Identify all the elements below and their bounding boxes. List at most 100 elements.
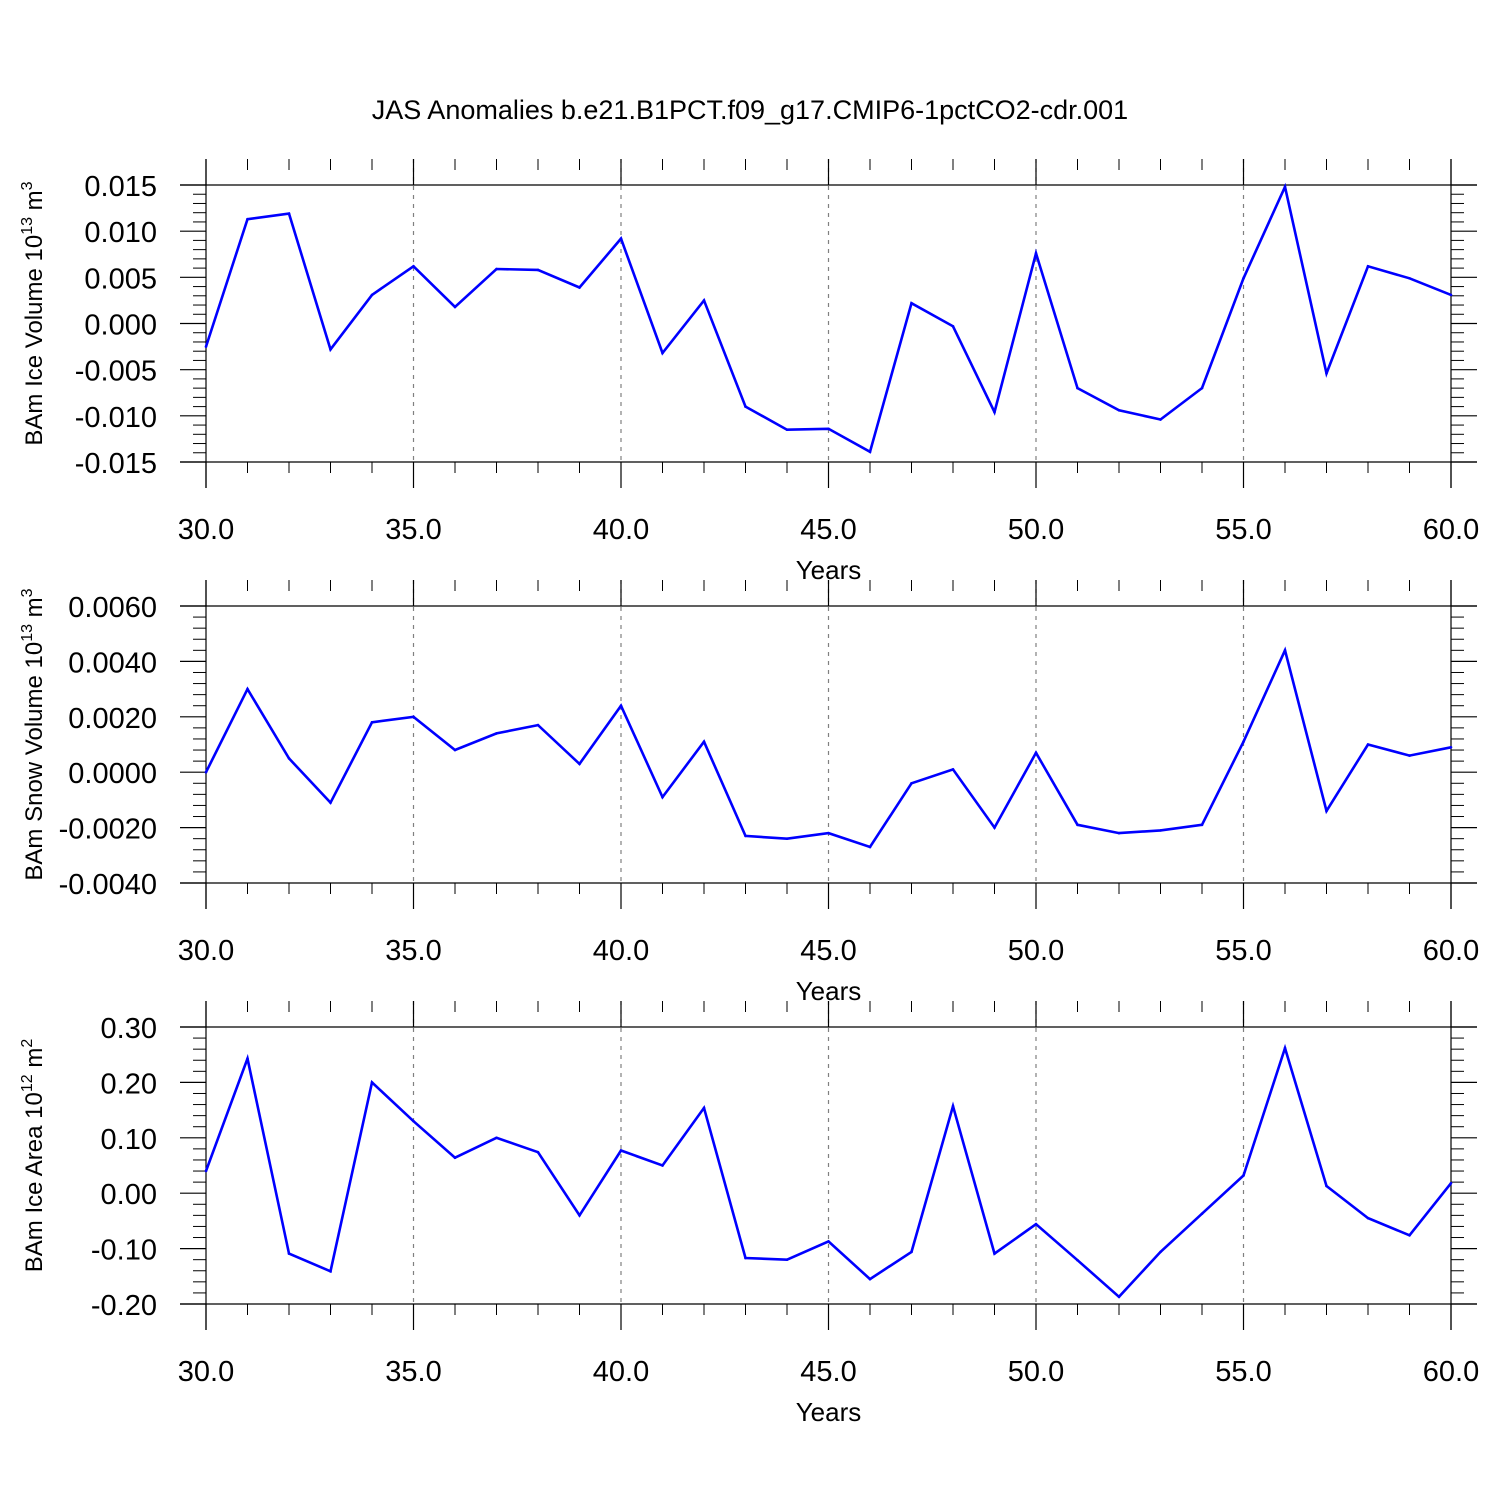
data-point [1325, 809, 1328, 813]
y-tick-label: -0.10 [91, 1235, 157, 1267]
y-axis-label: BAm Ice Area 1012 m2 [19, 1039, 48, 1273]
x-tick-label: 60.0 [1423, 935, 1479, 967]
x-tick-label: 50.0 [1008, 514, 1064, 546]
data-point [287, 212, 291, 215]
data-point [827, 1240, 830, 1243]
data-point [1159, 829, 1162, 832]
data-point [1408, 276, 1411, 280]
data-point [578, 1214, 581, 1217]
y-tick-label: 0.015 [84, 171, 157, 203]
data-point [453, 1156, 457, 1160]
data-point [910, 301, 913, 305]
y-tick-label: 0.010 [84, 217, 157, 249]
data-point [1117, 1295, 1121, 1299]
data-point [1283, 1046, 1287, 1050]
data-point [1200, 1212, 1204, 1215]
chart-panel-1: 30.0 35.0 40.0 45.0 50.0 55.0 60.0Years-0.015-… [19, 159, 1479, 585]
data-point [1449, 293, 1453, 297]
y-tick-label: 0.0000 [68, 758, 157, 790]
data-point [661, 795, 664, 799]
data-point [868, 1277, 872, 1281]
data-point [827, 427, 830, 431]
data-point [1366, 1216, 1370, 1220]
data-point [1159, 1250, 1162, 1254]
data-point [578, 286, 581, 289]
data-point [1076, 823, 1079, 827]
y-axis-label: BAm Ice Volume 1013 m3 [19, 181, 48, 445]
data-point [868, 450, 872, 454]
y-tick-label: 0.30 [101, 1013, 157, 1045]
data-point [578, 762, 581, 766]
data-point [453, 305, 457, 309]
x-tick-label: 55.0 [1215, 1356, 1271, 1388]
data-point [495, 732, 498, 735]
data-point [993, 410, 996, 414]
data-point [951, 768, 955, 771]
data-point [910, 781, 913, 785]
data-point [619, 1149, 623, 1152]
data-point [868, 845, 872, 849]
data-point [744, 834, 747, 838]
data-point [246, 217, 249, 221]
data-point [1117, 831, 1121, 835]
data-point [702, 740, 706, 744]
data-point [1325, 372, 1328, 375]
x-tick-label: 30.0 [178, 514, 234, 546]
data-point [1449, 745, 1453, 749]
x-tick-label: 55.0 [1215, 935, 1271, 967]
data-point [1200, 823, 1204, 827]
data-point [412, 715, 415, 719]
data-point [661, 351, 664, 355]
data-point [619, 237, 623, 240]
x-axis-label: Years [796, 1397, 862, 1427]
data-point [951, 1104, 955, 1108]
x-tick-label: 45.0 [800, 935, 856, 967]
data-point [1325, 1184, 1328, 1188]
data-point [329, 348, 332, 351]
x-tick-label: 40.0 [593, 514, 649, 546]
data-point [827, 831, 830, 835]
data-point [536, 268, 540, 272]
chart-panel-3: 30.0 35.0 40.0 45.0 50.0 55.0 60.0 Years -0.20 -0… [19, 1001, 1479, 1427]
data-point [993, 826, 996, 829]
x-tick-label: 50.0 [1008, 1356, 1064, 1388]
y-tick-label: -0.0020 [59, 814, 157, 846]
x-tick-label: 45.0 [800, 1356, 856, 1388]
data-point [785, 428, 789, 431]
data-point [910, 1250, 913, 1254]
y-tick-label: -0.0040 [59, 869, 157, 901]
data-point [1159, 418, 1162, 421]
data-point [993, 1252, 996, 1255]
data-point [1034, 252, 1038, 255]
y-tick-label: 0.10 [101, 1124, 157, 1156]
x-tick-label: 45.0 [800, 514, 856, 546]
data-point [1242, 276, 1245, 280]
data-point [1366, 743, 1370, 746]
data-point [204, 1169, 208, 1173]
data-point [1242, 1174, 1245, 1177]
data-point [744, 405, 747, 408]
y-tick-label: 0.0020 [68, 703, 157, 735]
data-point [1242, 740, 1245, 744]
data-point [495, 1136, 498, 1140]
data-point [246, 687, 249, 691]
data-point [204, 345, 208, 348]
data-point [785, 837, 789, 840]
data-point [370, 721, 374, 724]
data-point [1034, 1222, 1038, 1226]
y-tick-label: 0.000 [84, 310, 157, 342]
data-point [1283, 185, 1287, 189]
x-tick-label: 40.0 [593, 1356, 649, 1388]
x-tick-label: 35.0 [385, 514, 441, 546]
x-tick-label: 60.0 [1423, 514, 1479, 546]
x-tick-label: 50.0 [1008, 935, 1064, 967]
x-tick-label: 55.0 [1215, 514, 1271, 546]
y-tick-label: 0.00 [101, 1179, 157, 1211]
data-point [619, 704, 623, 708]
data-point [1076, 386, 1079, 390]
chart-panel-2: 30.0 35.0 40.0 45.0 50.0 55.0 60.0Years-0.0040… [19, 580, 1479, 1006]
x-tick-label: 35.0 [385, 935, 441, 967]
data-point [1408, 754, 1411, 757]
